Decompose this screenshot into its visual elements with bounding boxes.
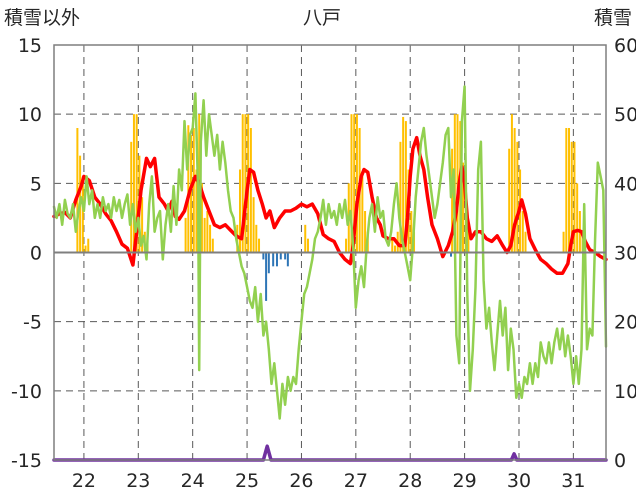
y-left-tick-label: 0 [30,243,42,265]
y-left-tick-label: -5 [23,312,42,334]
precipitation-bar [562,231,565,253]
precipitation-bar [203,217,206,253]
precipitation-bar [513,128,516,253]
precipitation-bar [244,114,247,253]
negative_bars-bar [450,252,453,257]
negative_bars-bar [275,252,278,267]
precipitation-bar [255,224,258,253]
precipitation-bar [350,114,353,253]
y-right-tick-label: 60 [614,35,636,57]
negative_bars-bar [265,252,268,301]
precipitation-bar [206,211,209,253]
negative_bars-bar [284,252,287,260]
temperature-series-line [52,135,608,276]
negative_bars-bar [279,252,282,260]
precipitation-bar [190,134,193,253]
x-tick-label: 31 [561,470,585,492]
plot-frame [53,44,607,461]
precipitation-bar [238,169,241,253]
precipitation-bar [306,238,309,253]
precipitation-bar [304,224,307,253]
y-left-tick-label: 10 [18,104,42,126]
precipitation-bar [345,238,348,253]
y-left-tick-label: 15 [18,35,42,57]
precipitation-bar [130,141,133,253]
precipitation-bar [573,141,576,253]
wind-series-line [52,85,608,420]
precipitation-bar [508,148,511,253]
precipitation-bar [141,197,144,253]
y-right-tick-label: 0 [614,450,626,472]
precipitation-bar [241,114,244,253]
precipitation-bar [192,128,195,253]
precipitation-bar [391,238,394,253]
precipitation-bar [200,183,203,253]
precipitation-bar [211,238,214,253]
precipitation-bar [76,128,79,253]
precipitation-bar [187,125,190,253]
precipitation-bar [81,176,84,253]
precipitation-bar [84,245,87,253]
precipitation-bar [195,169,198,253]
precipitation-bar [184,217,187,253]
x-tick-label: 27 [344,470,368,492]
negative_bars-bar [272,252,275,267]
precipitation-bar [404,121,407,253]
precipitation-bar [570,141,573,253]
precipitation-bar [249,128,252,253]
precipitation-bar [399,141,402,253]
precipitation-bar [252,197,255,253]
precipitation-bar [521,211,524,253]
precipitation-bar [524,231,527,253]
y-right-tick-label: 40 [614,173,636,195]
precipitation-bar [209,224,212,253]
y-left-tick-label: -15 [11,450,42,472]
precipitation-bar [461,162,464,253]
precipitation-bar [402,116,405,253]
precipitation-bar [353,114,356,253]
x-tick-label: 26 [289,470,313,492]
precipitation-bar [410,211,413,253]
y-right-tick-label: 10 [614,381,636,403]
y-right-tick-label: 50 [614,104,636,126]
precipitation-bar [451,148,454,253]
y-right-tick-label: 30 [614,243,636,265]
x-tick-label: 30 [507,470,531,492]
x-tick-label: 24 [181,470,205,492]
precipitation-bar [516,141,519,253]
negative_bars-bar [267,252,270,274]
precipitation-bar [355,114,358,253]
precipitation-bar [364,211,367,253]
precipitation-bar [361,176,364,253]
precipitation-bar [568,128,571,253]
axes [53,44,607,461]
precipitation-bar [565,128,568,253]
precipitation-bar [393,245,396,253]
precipitation-bar [132,114,135,253]
y-right-tick-label: 20 [614,312,636,334]
precipitation-bar [467,224,470,253]
precipitation-bar [576,183,579,253]
x-tick-label: 29 [453,470,477,492]
y-left-tick-label: -10 [11,381,42,403]
x-tick-label: 23 [126,470,150,492]
x-tick-label: 22 [72,470,96,492]
precipitation-bar [510,114,513,253]
precipitation-bar [135,114,138,253]
precipitation-bar [87,238,90,253]
right-axis-title: 積雪 [594,7,632,29]
chart-title: 八戸 [303,7,341,29]
x-tick-label: 25 [235,470,259,492]
x-tick-label: 28 [398,470,422,492]
negative_bars-bar [286,252,289,267]
y-left-tick-label: 5 [30,173,42,195]
left-axis-title: 積雪以外 [4,7,80,29]
precipitation-bar [258,238,261,253]
negative_bars-bar [262,252,265,260]
